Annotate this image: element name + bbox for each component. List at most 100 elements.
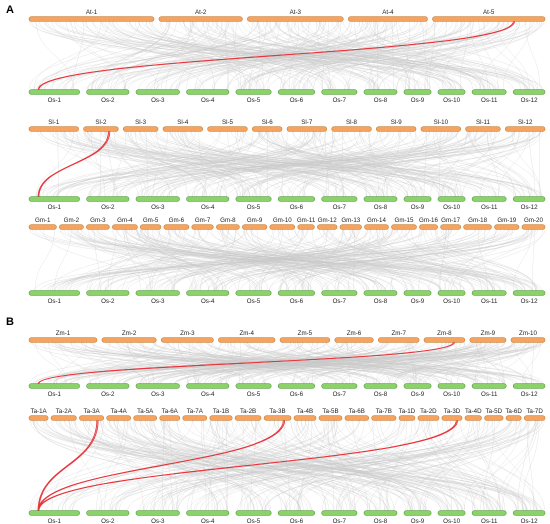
background-link bbox=[134, 420, 312, 511]
background-link bbox=[423, 229, 461, 291]
chromosome-gm-3-bar bbox=[86, 224, 110, 230]
chromosome-at-4-bar bbox=[347, 16, 428, 22]
background-link bbox=[43, 131, 74, 197]
chromosome-ta-4a-label: Ta-4A bbox=[111, 408, 128, 415]
background-link bbox=[200, 420, 499, 511]
chromosome-os-8-bar bbox=[363, 196, 398, 202]
background-link bbox=[113, 131, 127, 197]
chromosome-os-4-bar bbox=[186, 510, 230, 516]
background-link bbox=[242, 131, 384, 197]
background-link bbox=[208, 420, 221, 511]
background-link bbox=[62, 229, 301, 291]
query-chromosome-row-ta: Ta-1A Ta-2A Ta-3A Ta-4A Ta-5A Ta-6A Ta-7A Ta-1B… bbox=[28, 408, 546, 421]
background-link bbox=[258, 131, 409, 197]
chromosome-os-12-bar bbox=[512, 196, 546, 202]
chromosome-ta-2a-bar bbox=[50, 415, 77, 421]
chromosome-zm-1-bar bbox=[28, 337, 98, 343]
chromosome-zm-8-label: Zm-8 bbox=[437, 330, 452, 337]
background-link bbox=[241, 21, 375, 90]
background-link bbox=[482, 420, 495, 511]
background-link bbox=[130, 420, 219, 511]
background-link bbox=[65, 420, 104, 511]
chromosome-os-2-label: Os-2 bbox=[101, 204, 115, 211]
background-link bbox=[522, 342, 541, 384]
background-link bbox=[293, 342, 463, 384]
background-link bbox=[287, 229, 539, 291]
chromosome-ta-5a-label: Ta-5A bbox=[137, 408, 154, 415]
background-link bbox=[502, 21, 531, 90]
background-link bbox=[410, 342, 449, 384]
background-link bbox=[211, 420, 304, 511]
background-link bbox=[55, 420, 489, 511]
background-link bbox=[177, 21, 501, 90]
background-link bbox=[139, 420, 255, 511]
background-link bbox=[259, 420, 413, 511]
chromosome-sl-3-label: Sl-3 bbox=[135, 119, 147, 126]
background-link bbox=[160, 21, 337, 90]
chromosome-zm-9-bar bbox=[469, 337, 507, 343]
background-link bbox=[66, 131, 266, 197]
chromosome-os-6-bar bbox=[277, 290, 316, 296]
background-link bbox=[436, 131, 462, 197]
background-links-ta bbox=[29, 420, 545, 511]
background-link bbox=[287, 229, 350, 291]
background-link bbox=[35, 342, 294, 384]
background-link bbox=[176, 420, 229, 511]
background-link bbox=[97, 21, 259, 90]
background-link bbox=[250, 420, 528, 511]
background-link bbox=[71, 21, 127, 90]
background-link bbox=[66, 21, 125, 90]
background-link bbox=[250, 229, 490, 291]
chromosome-ta-7a-label: Ta-7A bbox=[187, 408, 204, 415]
chromosome-ta-1d-label: Ta-1D bbox=[399, 408, 416, 415]
chromosome-os-7-label: Os-7 bbox=[333, 518, 347, 524]
background-link bbox=[134, 131, 170, 197]
background-link bbox=[158, 229, 389, 291]
chromosome-zm-8-bar bbox=[423, 337, 466, 343]
chromosome-os-3-label: Os-3 bbox=[151, 97, 165, 104]
background-link bbox=[348, 21, 377, 90]
background-link bbox=[180, 342, 380, 384]
background-link bbox=[48, 342, 67, 384]
background-link bbox=[64, 131, 325, 197]
background-link bbox=[198, 229, 311, 291]
background-links-zm bbox=[29, 342, 544, 384]
chromosome-at-2-label: At-2 bbox=[195, 9, 207, 16]
background-link bbox=[44, 21, 330, 90]
background-link bbox=[215, 229, 410, 291]
highlight-link-ta-3b-os-1-pair bbox=[38, 420, 286, 511]
background-link bbox=[330, 420, 389, 511]
background-link bbox=[146, 21, 391, 90]
chromosome-gm-11-label: Gm-11 bbox=[297, 217, 316, 224]
chromosome-os-3-bar bbox=[135, 89, 180, 95]
chromosome-ta-5a-bar bbox=[133, 415, 157, 421]
background-link bbox=[272, 131, 461, 197]
background-link bbox=[429, 420, 453, 511]
background-link bbox=[167, 21, 463, 90]
background-link bbox=[91, 342, 453, 384]
background-link bbox=[114, 420, 254, 511]
chromosome-os-11-label: Os-11 bbox=[481, 97, 498, 104]
chromosome-os-8-bar bbox=[363, 510, 398, 516]
background-link bbox=[123, 229, 141, 291]
chromosome-ta-7a-bar bbox=[182, 415, 208, 421]
chromosome-ta-4d-label: Ta-4D bbox=[465, 408, 482, 415]
chromosome-os-4-bar bbox=[186, 290, 230, 296]
chromosome-os-2-label: Os-2 bbox=[101, 518, 115, 524]
chromosome-os-6-bar bbox=[277, 510, 316, 516]
background-link bbox=[84, 131, 354, 197]
chromosome-os-8-label: Os-8 bbox=[374, 298, 388, 305]
chromosome-os-10-bar bbox=[437, 196, 466, 202]
chromosome-ta-1a-bar bbox=[28, 415, 49, 421]
chromosome-os-4-bar bbox=[186, 196, 230, 202]
chromosome-os-5-label: Os-5 bbox=[247, 204, 261, 211]
background-link bbox=[259, 229, 283, 291]
background-link bbox=[96, 229, 259, 291]
background-link bbox=[296, 420, 466, 511]
background-link bbox=[217, 229, 448, 291]
background-link bbox=[195, 420, 512, 511]
highlight-link-zm-8-os-1-pair bbox=[38, 341, 456, 385]
background-link bbox=[173, 131, 489, 197]
background-link bbox=[33, 342, 426, 384]
background-link bbox=[35, 131, 449, 197]
